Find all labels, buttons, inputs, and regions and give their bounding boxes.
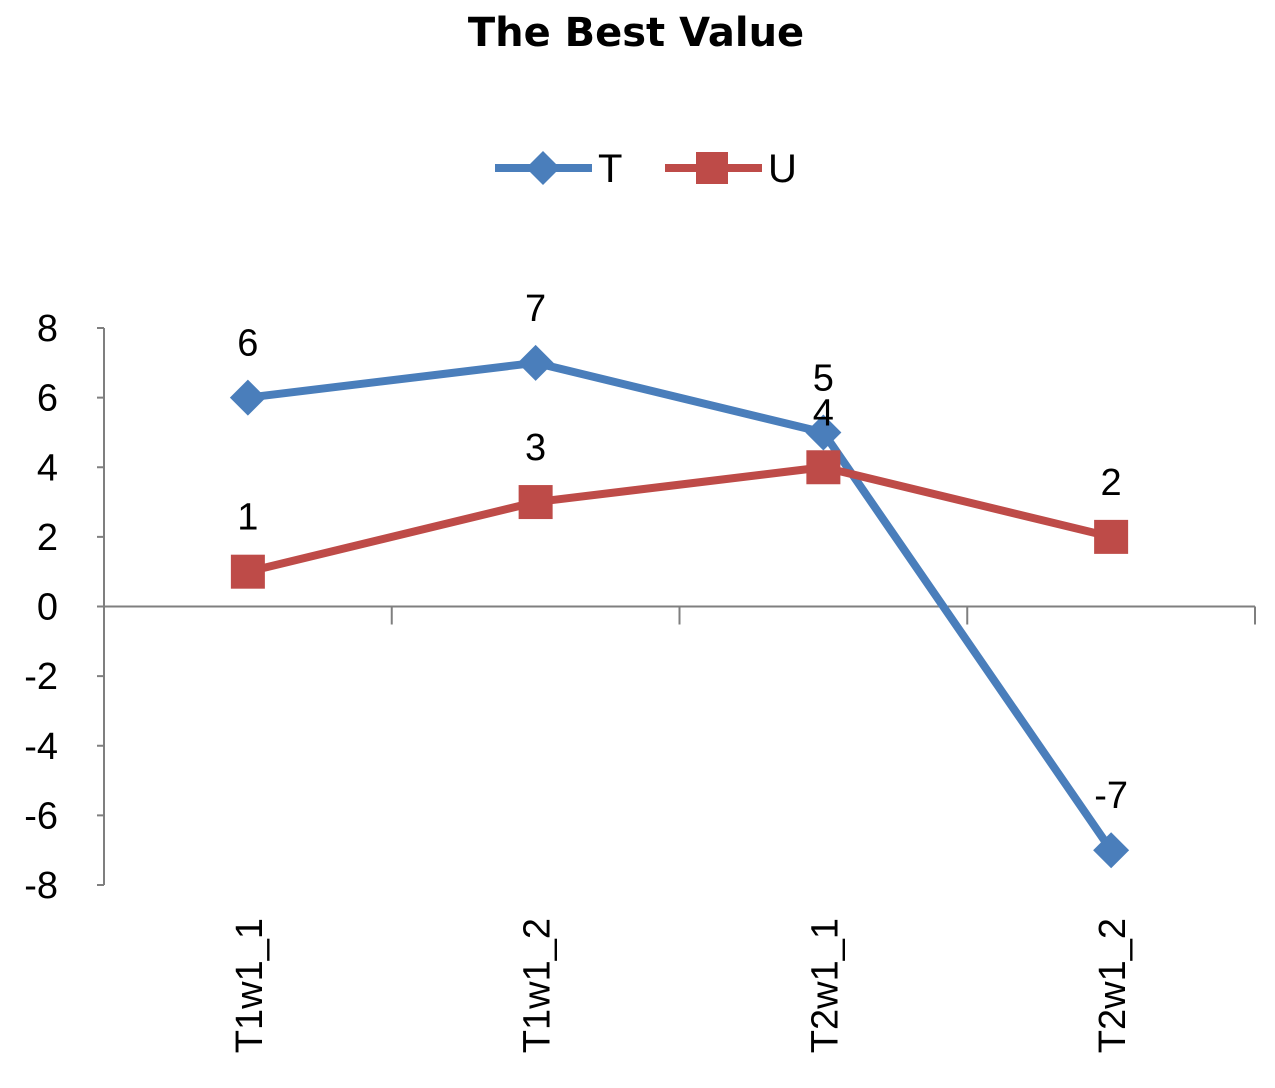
plot-series (229, 344, 1130, 869)
series-line-u (243, 463, 1116, 576)
data-point-t-t2w1-2 (1093, 832, 1130, 869)
data-point-u-t2w1-2 (1094, 519, 1129, 554)
data-label-u-t1w1-1: 1 (237, 497, 258, 539)
chart-title: The Best Value (468, 10, 804, 56)
legend-item-u: U (665, 147, 797, 191)
data-labels: 6 7 5 -7 1 3 4 2 (237, 288, 1128, 817)
data-label-t-t2w1-2: -7 (1094, 775, 1128, 817)
y-tick-label: 8 (37, 308, 58, 350)
data-label-t-t2w1-1: 5 (813, 357, 834, 399)
legend-label-t: T (598, 147, 622, 191)
data-point-u-t1w1-2 (518, 485, 553, 520)
legend-marker-t (526, 151, 560, 185)
x-tick-label-t2w1-2: T2w1_2 (1092, 918, 1134, 1053)
y-tick-label: -2 (24, 656, 58, 698)
legend-label-u: U (768, 147, 797, 191)
y-tick-label: -8 (24, 865, 58, 907)
y-tick-label: 6 (37, 378, 58, 420)
data-label-t-t1w1-1: 6 (237, 323, 258, 365)
axes: 8 6 4 2 0 -2 -4 -6 -8 T1w1_1 T1w1_2 T2w1_1 T2w1_2 (24, 308, 1256, 1053)
legend-item-t: T (495, 147, 622, 191)
data-label-u-t1w1-2: 3 (525, 427, 546, 469)
data-label-t-t1w1-2: 7 (525, 288, 546, 330)
data-point-t-t2w1-1 (805, 414, 842, 451)
legend: T U (495, 147, 797, 191)
data-point-u-t2w1-1 (806, 450, 841, 485)
y-tick-label: -6 (24, 795, 58, 837)
legend-marker-u (696, 152, 728, 184)
data-point-t-t1w1-1 (229, 379, 266, 416)
data-point-u-t1w1-1 (230, 554, 265, 589)
data-label-u-t2w1-2: 2 (1101, 462, 1122, 504)
y-tick-label: 4 (37, 447, 58, 489)
series-line-t (243, 358, 1116, 855)
y-tick-label: 2 (37, 517, 58, 559)
y-tick-label: 0 (37, 587, 58, 629)
y-tick-label: -4 (24, 726, 58, 768)
x-tick-label-t1w1-1: T1w1_1 (229, 918, 271, 1053)
x-tick-label-t1w1-2: T1w1_2 (517, 918, 559, 1053)
x-tick-label-t2w1-1: T2w1_1 (804, 918, 846, 1053)
data-point-t-t1w1-2 (517, 344, 554, 381)
data-label-u-t2w1-1: 4 (813, 392, 834, 434)
